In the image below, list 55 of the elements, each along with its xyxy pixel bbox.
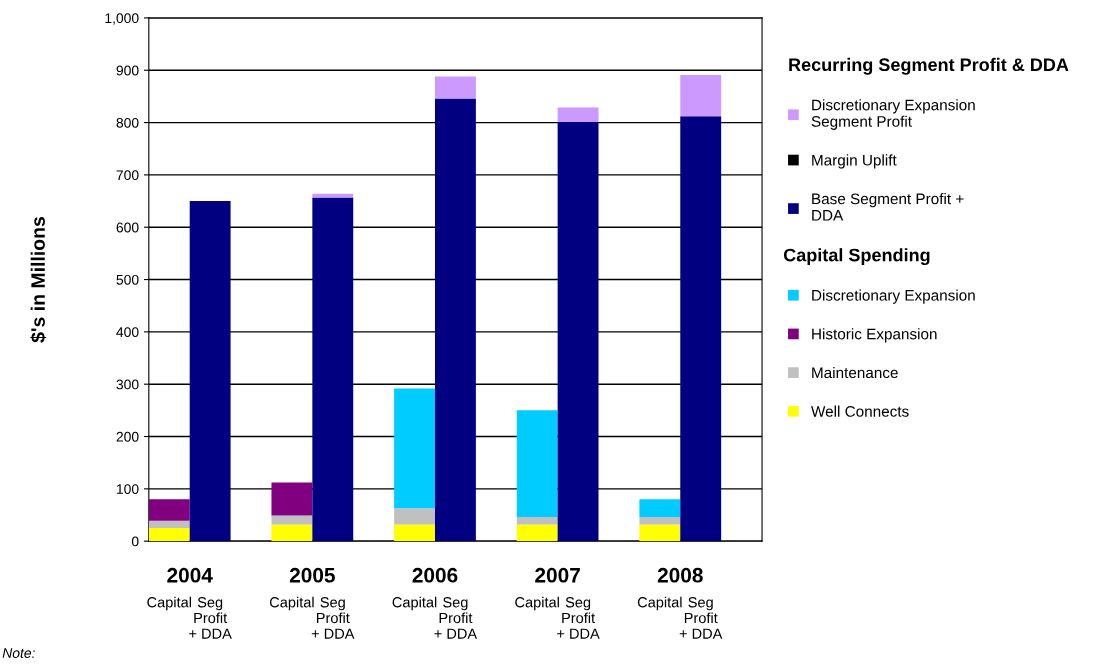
y-tick-label: 200 bbox=[116, 431, 139, 442]
text: 2006 bbox=[412, 567, 458, 583]
bar bbox=[189, 201, 231, 542]
bar bbox=[557, 107, 599, 123]
legend-title: Recurring Segment Profit & DDA bbox=[789, 57, 1069, 75]
x-tick-label: Capital bbox=[269, 596, 314, 611]
y-tick-label: 300 bbox=[116, 379, 139, 390]
bar bbox=[394, 524, 435, 542]
bar bbox=[148, 528, 190, 542]
bar bbox=[312, 197, 354, 542]
bar bbox=[639, 499, 681, 518]
bar bbox=[680, 74, 722, 117]
bar bbox=[434, 76, 476, 99]
legend-label: Historic Expansion bbox=[812, 328, 937, 343]
y-tick-label: 1,000 bbox=[105, 13, 139, 25]
y-tick-label: 600 bbox=[116, 222, 139, 233]
bar bbox=[271, 515, 313, 525]
text: Capital Spending bbox=[783, 248, 930, 266]
bar bbox=[516, 410, 558, 518]
bar bbox=[148, 499, 190, 521]
legend-label: Discretionary Expansion bbox=[812, 289, 975, 304]
bar bbox=[434, 98, 476, 542]
bar bbox=[680, 116, 722, 542]
bar bbox=[394, 388, 435, 509]
legend-label: Discretionary Expansion Segment Profit bbox=[811, 99, 975, 130]
y-axis-title: $'s in Millions bbox=[30, 216, 47, 343]
legend-label: Maintenance bbox=[812, 366, 898, 379]
y-tick-label: 800 bbox=[116, 117, 139, 128]
y-tick-label: 100 bbox=[116, 484, 139, 495]
x-tick-label: Capital bbox=[147, 596, 191, 611]
legend-label: Margin Uplift bbox=[812, 154, 897, 169]
y-tick-label: 0 bbox=[131, 536, 139, 547]
legend-label: Well Connects bbox=[811, 405, 909, 417]
text: 2005 bbox=[289, 567, 335, 583]
bar bbox=[639, 517, 681, 525]
bar bbox=[271, 482, 313, 516]
text: 2007 bbox=[535, 567, 580, 583]
x-tick-label: Capital bbox=[392, 596, 437, 611]
x-tick-label: Capital bbox=[515, 596, 559, 611]
y-tick-label: 400 bbox=[116, 327, 139, 338]
bar bbox=[271, 524, 313, 542]
bar bbox=[516, 517, 558, 525]
bar bbox=[148, 520, 190, 529]
y-tick-label: 900 bbox=[116, 65, 139, 76]
bar bbox=[557, 122, 599, 542]
text: 2008 bbox=[657, 567, 703, 583]
bar bbox=[394, 508, 435, 525]
bar bbox=[516, 524, 558, 542]
text: 2004 bbox=[167, 567, 213, 583]
y-tick-label: 500 bbox=[116, 274, 139, 285]
bar bbox=[639, 524, 681, 542]
x-tick-label: Capital bbox=[637, 596, 682, 611]
text: Note: bbox=[2, 648, 35, 658]
y-tick-label: 700 bbox=[116, 170, 139, 181]
legend-label: Base Segment Profit + DDA bbox=[812, 193, 964, 221]
